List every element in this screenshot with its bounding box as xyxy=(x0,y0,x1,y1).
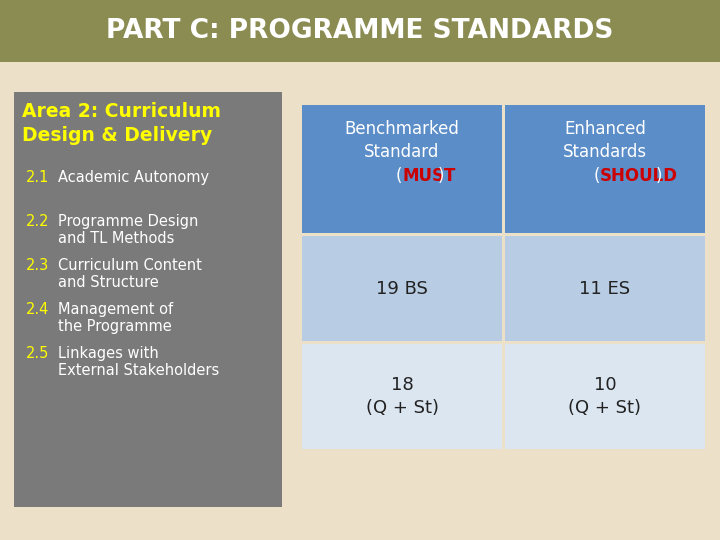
Text: 11 ES: 11 ES xyxy=(580,280,631,298)
Text: and Structure: and Structure xyxy=(58,275,158,290)
Text: Design & Delivery: Design & Delivery xyxy=(22,126,212,145)
Text: 2.2: 2.2 xyxy=(26,214,50,229)
Text: 2.5: 2.5 xyxy=(26,346,50,361)
Bar xyxy=(302,344,502,449)
Text: (: ( xyxy=(395,167,402,185)
Text: ): ) xyxy=(656,167,662,185)
Text: MUST: MUST xyxy=(402,167,455,185)
Text: PART C: PROGRAMME STANDARDS: PART C: PROGRAMME STANDARDS xyxy=(107,18,613,44)
Text: Academic Autonomy: Academic Autonomy xyxy=(58,170,209,185)
Text: 10
(Q + St): 10 (Q + St) xyxy=(569,376,642,417)
Bar xyxy=(302,105,502,233)
Text: Enhanced: Enhanced xyxy=(564,120,646,138)
Text: Standards: Standards xyxy=(563,143,647,161)
Bar xyxy=(14,92,282,507)
Text: 19 BS: 19 BS xyxy=(376,280,428,298)
Text: SHOULD: SHOULD xyxy=(600,167,678,185)
Text: Linkages with: Linkages with xyxy=(58,346,158,361)
Bar xyxy=(0,0,720,62)
Bar xyxy=(505,236,705,341)
Text: 18
(Q + St): 18 (Q + St) xyxy=(366,376,438,417)
Text: the Programme: the Programme xyxy=(58,319,172,334)
Text: 2.3: 2.3 xyxy=(26,258,49,273)
Text: Curriculum Content: Curriculum Content xyxy=(58,258,202,273)
Text: 2.4: 2.4 xyxy=(26,302,50,317)
Text: Management of: Management of xyxy=(58,302,173,317)
Bar xyxy=(302,236,502,341)
Text: Benchmarked: Benchmarked xyxy=(345,120,459,138)
Text: External Stakeholders: External Stakeholders xyxy=(58,363,220,378)
Bar xyxy=(505,344,705,449)
Text: and TL Methods: and TL Methods xyxy=(58,231,174,246)
Text: 2.1: 2.1 xyxy=(26,170,50,185)
Text: Programme Design: Programme Design xyxy=(58,214,199,229)
Text: Area 2: Curriculum: Area 2: Curriculum xyxy=(22,102,221,121)
Bar xyxy=(505,105,705,233)
Text: (: ( xyxy=(593,167,600,185)
Text: ): ) xyxy=(438,167,444,185)
Text: Standard: Standard xyxy=(364,143,440,161)
